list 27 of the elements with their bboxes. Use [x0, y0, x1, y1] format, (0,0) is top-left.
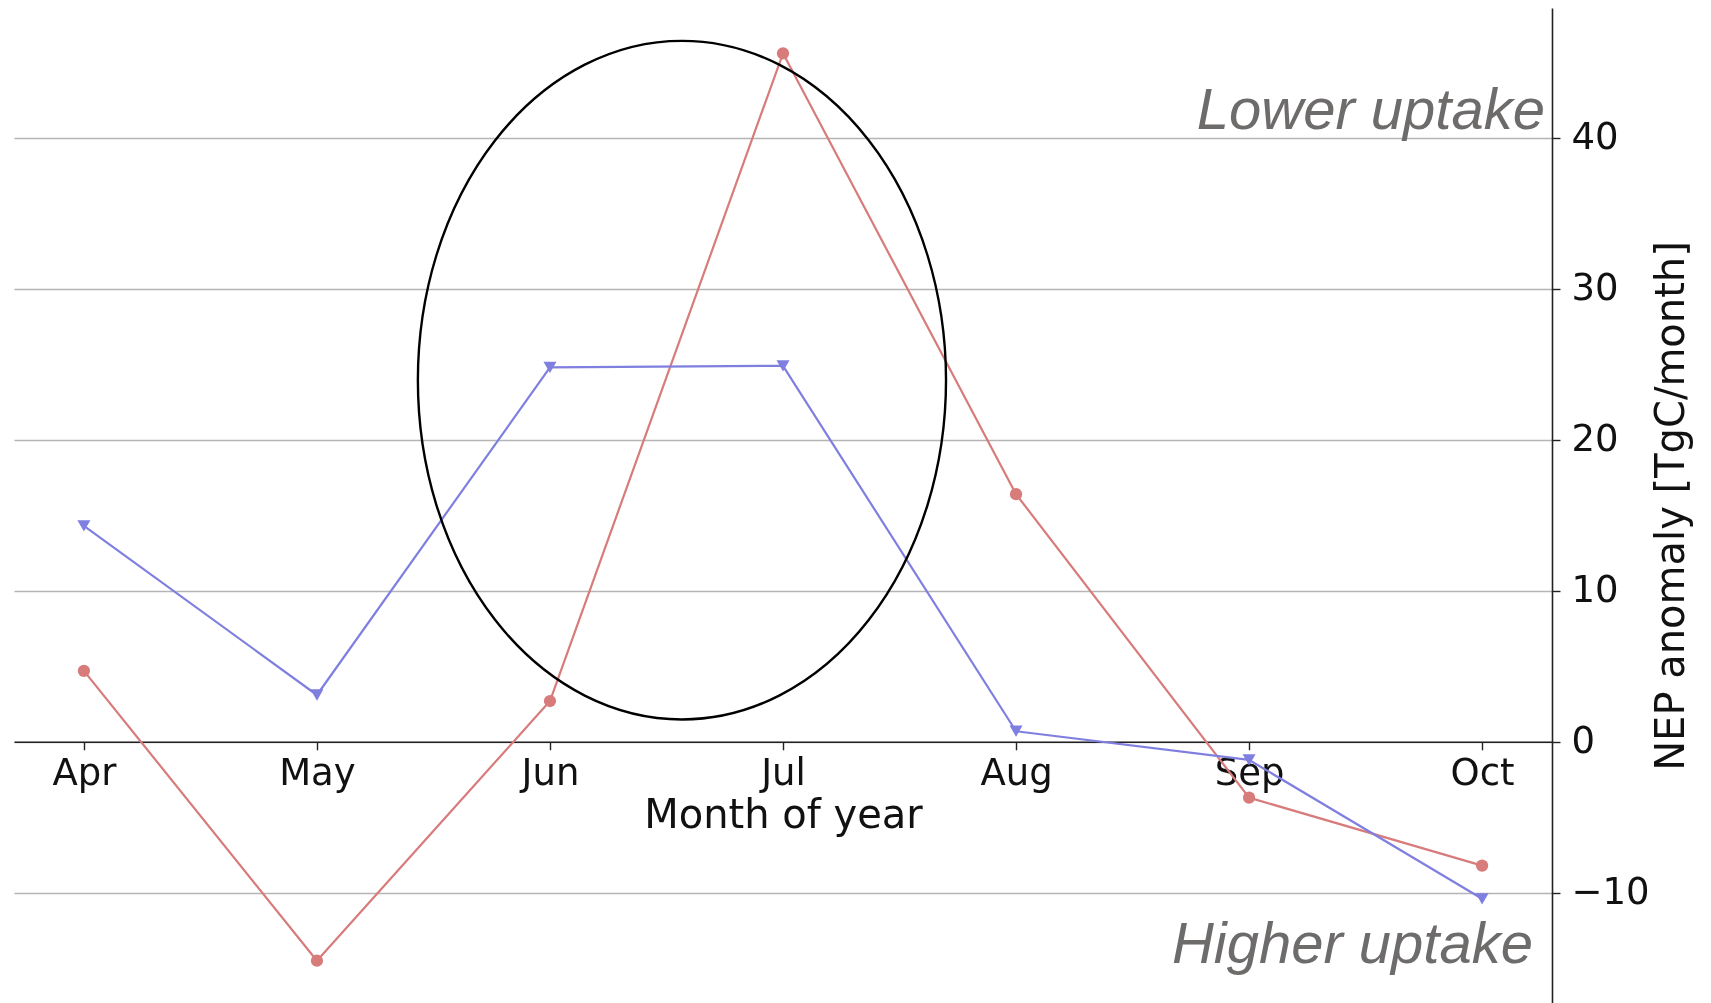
- x-tick-label: Jun: [519, 751, 580, 795]
- point: [776, 47, 790, 60]
- x-tick-label: Apr: [52, 751, 118, 795]
- point: [77, 664, 91, 677]
- point: [1475, 893, 1489, 905]
- point: [77, 520, 91, 532]
- y-tick-label: −10: [1571, 870, 1650, 914]
- y-tick-label: 30: [1571, 266, 1619, 310]
- point: [543, 694, 557, 708]
- point: [776, 360, 790, 372]
- point: [1009, 725, 1023, 737]
- y-axis-title: NEP anomaly [TgC/month]: [1646, 241, 1693, 771]
- point: [543, 361, 557, 373]
- annotation: Lower uptake: [1196, 76, 1545, 141]
- x-tick-label: Oct: [1450, 751, 1515, 795]
- x-tick-label: Jul: [759, 751, 806, 795]
- y-tick-label: 10: [1571, 568, 1619, 612]
- x-tick-label: May: [279, 751, 356, 795]
- y-tick-label: 40: [1571, 115, 1619, 159]
- point: [1475, 859, 1489, 872]
- point: [310, 954, 324, 967]
- point: [1009, 488, 1023, 501]
- x-tick-label: Aug: [980, 751, 1053, 795]
- y-tick-label: 20: [1571, 417, 1619, 461]
- annotation: Higher uptake: [1171, 910, 1533, 975]
- y-tick-label: 0: [1571, 719, 1596, 763]
- point: [310, 689, 324, 701]
